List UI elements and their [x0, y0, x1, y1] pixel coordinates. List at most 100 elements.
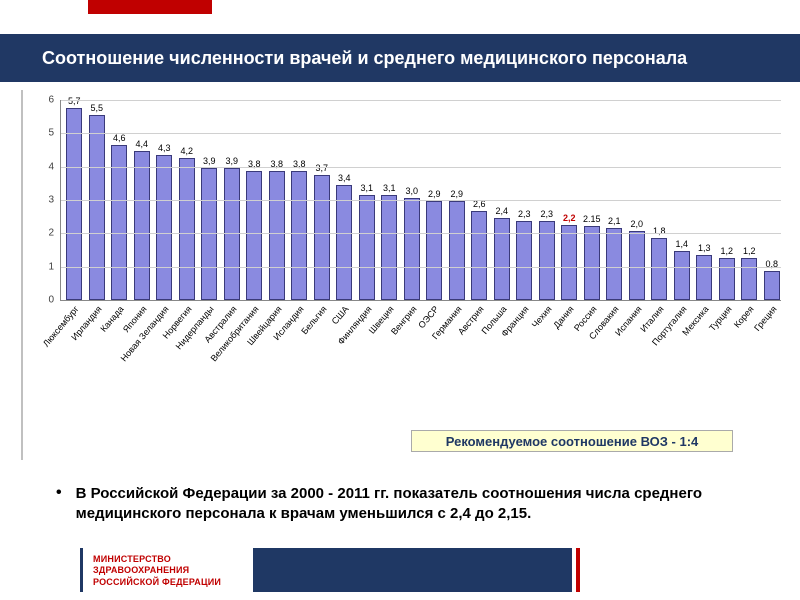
- bar-value-label: 2,9: [428, 189, 441, 199]
- bar-col: 3,8: [266, 171, 288, 300]
- bar-value-label: 4,4: [135, 139, 148, 149]
- bar-col: 2,1: [603, 228, 625, 300]
- y-tick: 4: [48, 161, 54, 172]
- grid-line: [61, 167, 781, 168]
- bar-value-label: 2,2: [563, 213, 576, 223]
- bar: [246, 171, 262, 300]
- bar-col: 2,4: [491, 218, 513, 300]
- bar-value-label: 1,2: [743, 246, 756, 256]
- vertical-rule: [21, 90, 23, 460]
- y-tick: 3: [48, 195, 54, 206]
- bar: [66, 108, 82, 300]
- bar-value-label: 2,1: [608, 216, 621, 226]
- bar: [471, 211, 487, 300]
- bar-value-label: 3,0: [405, 186, 418, 196]
- bar-value-label: 3,9: [203, 156, 216, 166]
- bar-value-label: 4,3: [158, 143, 171, 153]
- bar: [449, 201, 465, 300]
- bar-value-label: 2,3: [518, 209, 531, 219]
- bar: [314, 175, 330, 300]
- top-accent: [88, 0, 212, 14]
- bar-col: 3,1: [378, 195, 400, 300]
- grid-line: [61, 267, 781, 268]
- bar-value-label: 3,4: [338, 173, 351, 183]
- bar-col: 3,4: [333, 185, 355, 300]
- bar-col: 1,3: [693, 255, 715, 300]
- bar-value-label: 2.15: [583, 214, 601, 224]
- y-tick: 1: [48, 261, 54, 272]
- grid-line: [61, 233, 781, 234]
- bar-value-label: 3,1: [383, 183, 396, 193]
- bar: [606, 228, 622, 300]
- bullet-icon: •: [56, 484, 62, 502]
- bar-col: 2,9: [446, 201, 468, 300]
- y-tick: 0: [48, 295, 54, 306]
- bar-value-label: 1,2: [720, 246, 733, 256]
- bar: [336, 185, 352, 300]
- bar: [584, 226, 600, 300]
- plot-area: 5,75,54,64,44,34,23,93,93,83,83,83,73,43…: [60, 100, 781, 301]
- footer-block: [253, 548, 572, 592]
- bar-col: 3,7: [311, 175, 333, 300]
- page-title: Соотношение численности врачей и среднег…: [0, 34, 800, 82]
- bar-value-label: 1,4: [675, 239, 688, 249]
- bar-value-label: 3,1: [360, 183, 373, 193]
- bar: [561, 225, 577, 300]
- bar-value-label: 3,8: [248, 159, 261, 169]
- ministry-label: МИНИСТЕРСТВО ЗДРАВООХРАНЕНИЯ РОССИЙСКОЙ …: [93, 548, 253, 592]
- bar-col: 2,6: [468, 211, 490, 300]
- y-tick: 5: [48, 128, 54, 139]
- bar-value-label: 0,8: [765, 259, 778, 269]
- bar-value-label: 4,2: [180, 146, 193, 156]
- bar-col: 1,2: [716, 258, 738, 300]
- bar-value-label: 5,7: [68, 96, 81, 106]
- bar: [426, 201, 442, 300]
- footer-rule: [80, 548, 83, 592]
- bar-value-label: 1,3: [698, 243, 711, 253]
- bar: [381, 195, 397, 300]
- bar-value-label: 3,8: [293, 159, 306, 169]
- bar-value-label: 2,0: [630, 219, 643, 229]
- bar-col: 1,2: [738, 258, 760, 300]
- bar: [269, 171, 285, 300]
- bar: [741, 258, 757, 300]
- bar-col: 4,4: [131, 151, 153, 300]
- bar: [134, 151, 150, 300]
- bar-col: 5,5: [86, 115, 108, 300]
- bar: [764, 271, 780, 300]
- footer: МИНИСТЕРСТВО ЗДРАВООХРАНЕНИЯ РОССИЙСКОЙ …: [80, 548, 580, 592]
- bar: [111, 145, 127, 300]
- bar: [674, 251, 690, 300]
- bar-col: 1,4: [671, 251, 693, 300]
- bar-col: 2.15: [581, 226, 603, 300]
- bar-value-label: 3,7: [315, 163, 328, 173]
- bar: [291, 171, 307, 300]
- bar-col: 3,1: [356, 195, 378, 300]
- bar: [719, 258, 735, 300]
- y-tick: 2: [48, 228, 54, 239]
- bar-value-label: 3,8: [270, 159, 283, 169]
- bar-col: 1,8: [648, 238, 670, 300]
- bar-value-label: 2,9: [450, 189, 463, 199]
- bar-col: 3,8: [288, 171, 310, 300]
- bar-col: 3,8: [243, 171, 265, 300]
- who-recommendation: Рекомендуемое соотношение ВОЗ - 1:4: [411, 430, 733, 452]
- bar: [156, 155, 172, 300]
- bar-col: 5,7: [63, 108, 85, 300]
- bar-value-label: 2,3: [540, 209, 553, 219]
- grid-line: [61, 100, 781, 101]
- y-tick: 6: [48, 95, 54, 106]
- y-axis: 0123456: [28, 100, 58, 300]
- bar-value-label: 2,4: [495, 206, 508, 216]
- bar: [651, 238, 667, 300]
- bullet-text: • В Российской Федерации за 2000 - 2011 …: [56, 484, 776, 525]
- bullet-content: В Российской Федерации за 2000 - 2011 гг…: [76, 484, 776, 525]
- bar-col: 4,3: [153, 155, 175, 300]
- bar: [404, 198, 420, 300]
- bar-col: 4,6: [108, 145, 130, 300]
- bar: [494, 218, 510, 300]
- grid-line: [61, 133, 781, 134]
- bar-col: 2,9: [423, 201, 445, 300]
- bar-col: 0,8: [761, 271, 783, 300]
- bar: [179, 158, 195, 300]
